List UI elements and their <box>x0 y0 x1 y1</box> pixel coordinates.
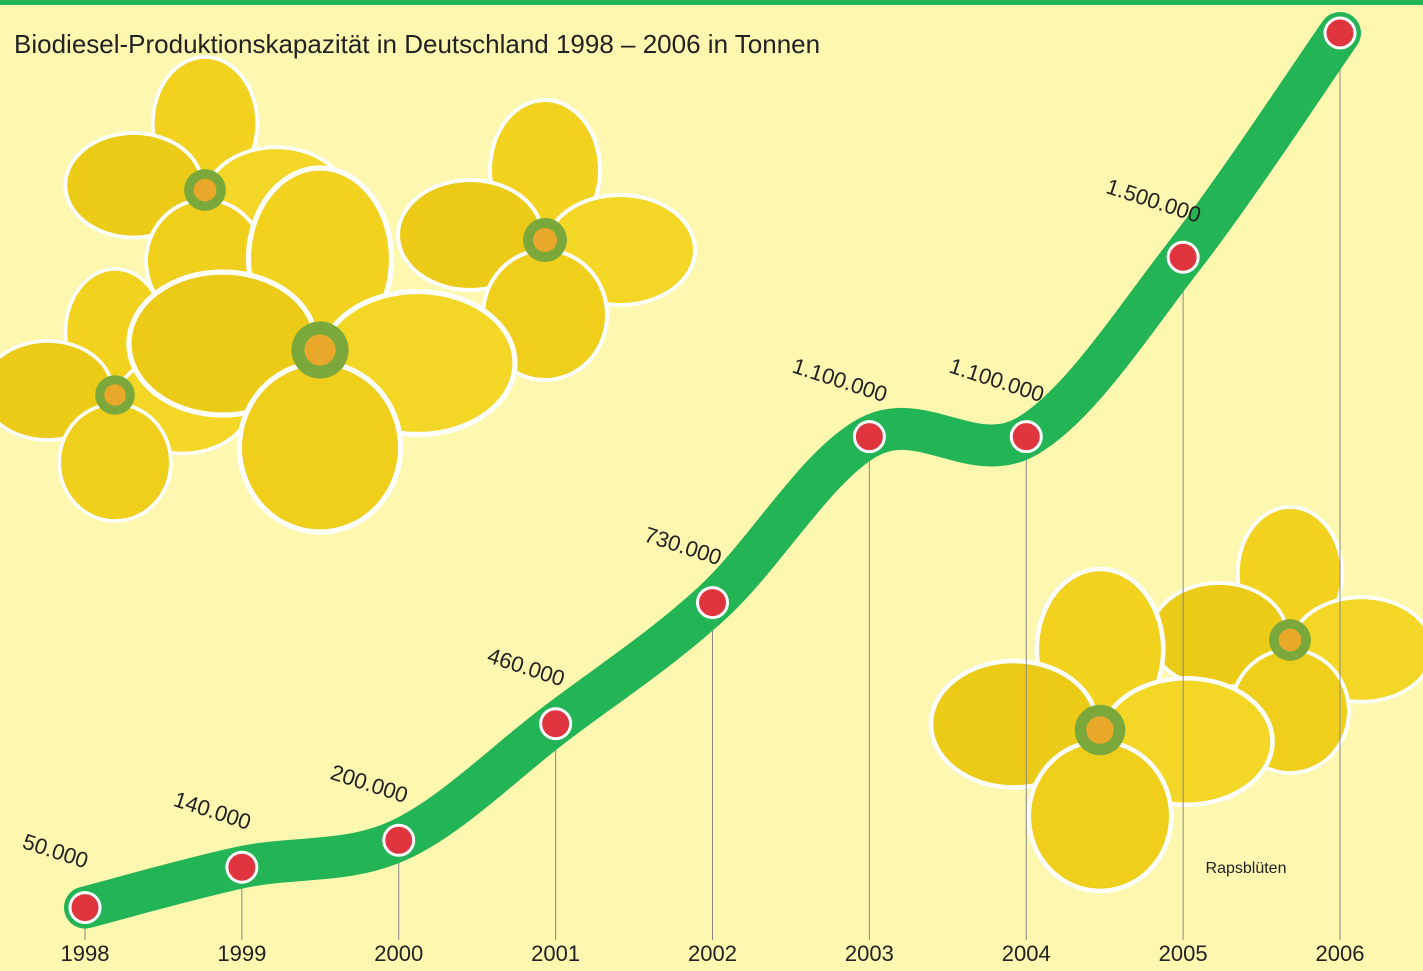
x-tick-label: 1998 <box>61 941 110 966</box>
data-point <box>1011 422 1041 452</box>
data-point <box>70 893 100 923</box>
x-tick-label: 2003 <box>845 941 894 966</box>
chart: Biodiesel-Produktionskapazität in Deutsc… <box>0 0 1423 971</box>
data-point <box>227 852 257 882</box>
page: Biodiesel-Produktionskapazität in Deutsc… <box>0 0 1423 971</box>
caption: Rapsblüten <box>1206 860 1287 877</box>
x-tick-label: 2006 <box>1316 941 1365 966</box>
x-tick-label: 2001 <box>531 941 580 966</box>
data-point <box>541 709 571 739</box>
x-tick-label: 2002 <box>688 941 737 966</box>
x-tick-label: 2005 <box>1159 941 1208 966</box>
data-point <box>698 588 728 618</box>
data-point <box>854 422 884 452</box>
data-point <box>384 825 414 855</box>
data-point <box>1168 242 1198 272</box>
x-tick-label: 1999 <box>217 941 266 966</box>
top-border <box>0 0 1423 5</box>
data-point <box>1325 18 1355 48</box>
x-tick-label: 2000 <box>374 941 423 966</box>
chart-title: Biodiesel-Produktionskapazität in Deutsc… <box>14 29 820 59</box>
x-tick-label: 2004 <box>1002 941 1051 966</box>
